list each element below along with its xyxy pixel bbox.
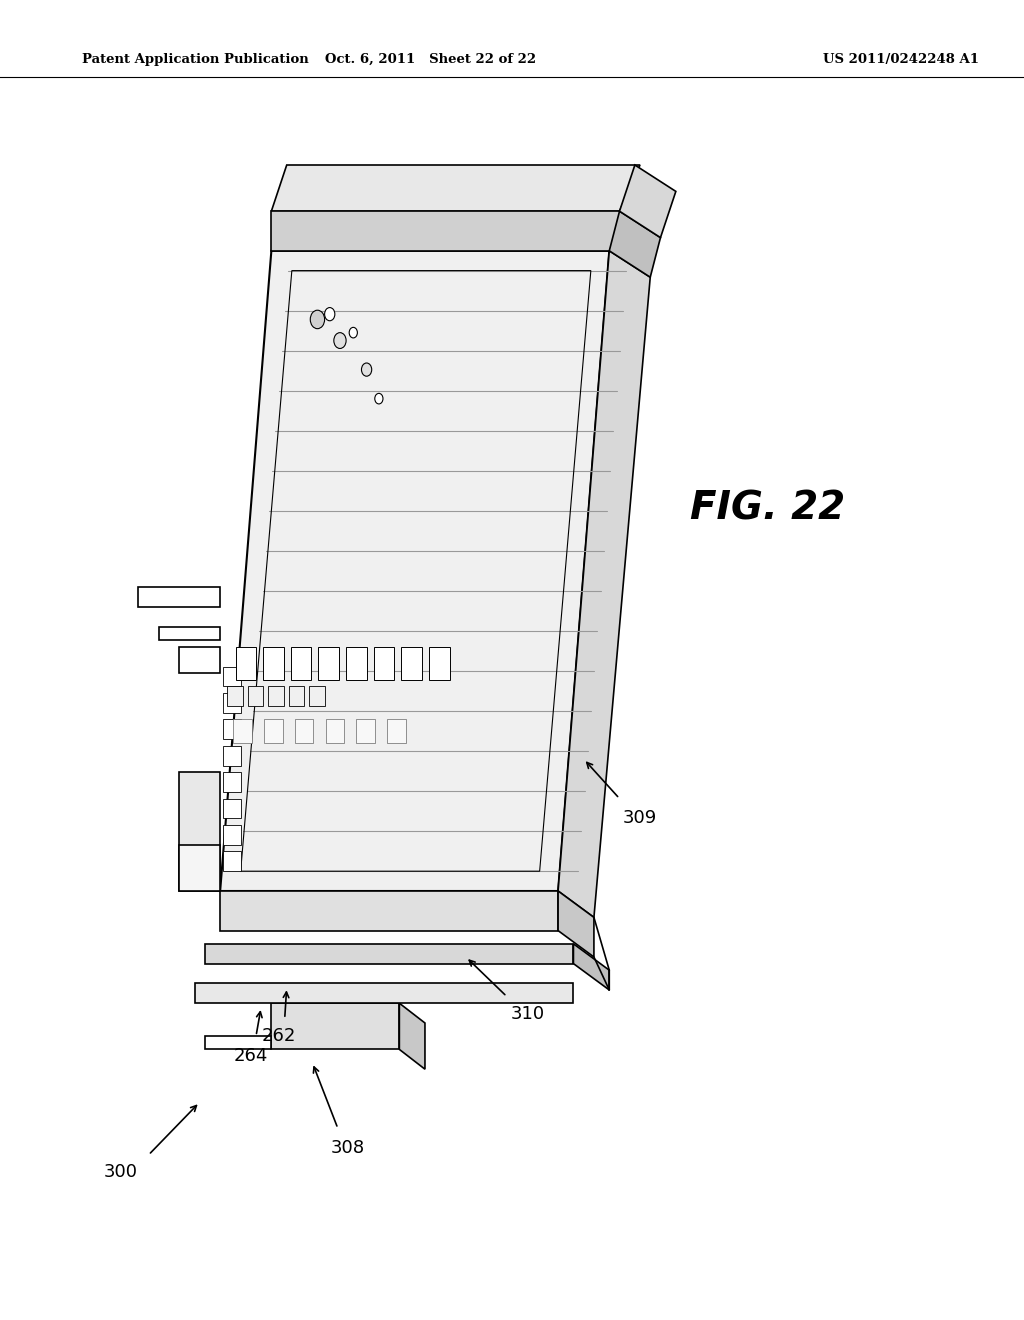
Polygon shape: [223, 746, 241, 766]
Polygon shape: [223, 772, 241, 792]
Text: 310: 310: [510, 1005, 545, 1023]
Polygon shape: [291, 647, 311, 680]
Polygon shape: [387, 719, 406, 743]
Text: 309: 309: [623, 809, 657, 828]
Polygon shape: [429, 647, 450, 680]
Polygon shape: [609, 211, 660, 277]
Polygon shape: [223, 825, 241, 845]
Polygon shape: [326, 719, 344, 743]
Text: Patent Application Publication: Patent Application Publication: [82, 53, 308, 66]
Text: 300: 300: [103, 1163, 138, 1181]
Polygon shape: [289, 686, 304, 706]
Polygon shape: [179, 772, 220, 891]
Polygon shape: [223, 719, 241, 739]
Polygon shape: [271, 1003, 399, 1049]
Polygon shape: [268, 686, 284, 706]
Polygon shape: [179, 845, 220, 891]
Text: 308: 308: [331, 1139, 366, 1158]
Polygon shape: [271, 211, 620, 251]
Polygon shape: [356, 719, 375, 743]
Polygon shape: [295, 719, 313, 743]
Polygon shape: [159, 627, 220, 640]
Polygon shape: [263, 647, 284, 680]
Polygon shape: [620, 165, 676, 238]
Polygon shape: [399, 1003, 425, 1069]
Polygon shape: [138, 587, 220, 607]
Polygon shape: [374, 647, 394, 680]
Polygon shape: [558, 891, 594, 957]
Text: FIG. 22: FIG. 22: [690, 490, 846, 527]
Polygon shape: [558, 251, 650, 917]
Polygon shape: [264, 719, 283, 743]
Circle shape: [334, 333, 346, 348]
Polygon shape: [573, 944, 609, 990]
Polygon shape: [205, 1036, 271, 1049]
Polygon shape: [236, 647, 256, 680]
Text: US 2011/0242248 A1: US 2011/0242248 A1: [823, 53, 979, 66]
Circle shape: [349, 327, 357, 338]
Polygon shape: [223, 799, 241, 818]
Polygon shape: [318, 647, 339, 680]
Polygon shape: [223, 667, 241, 686]
Circle shape: [310, 310, 325, 329]
Polygon shape: [401, 647, 422, 680]
Polygon shape: [223, 851, 241, 871]
Polygon shape: [233, 719, 252, 743]
Polygon shape: [309, 686, 325, 706]
Polygon shape: [195, 983, 573, 1003]
Polygon shape: [220, 891, 558, 931]
Text: Oct. 6, 2011   Sheet 22 of 22: Oct. 6, 2011 Sheet 22 of 22: [325, 53, 536, 66]
Polygon shape: [227, 686, 243, 706]
Text: 264: 264: [233, 1047, 268, 1065]
Polygon shape: [248, 686, 263, 706]
Polygon shape: [179, 647, 220, 673]
Polygon shape: [205, 944, 573, 964]
Polygon shape: [346, 647, 367, 680]
Circle shape: [375, 393, 383, 404]
Text: 262: 262: [261, 1027, 296, 1045]
Circle shape: [361, 363, 372, 376]
Polygon shape: [220, 251, 609, 891]
Polygon shape: [223, 693, 241, 713]
Circle shape: [325, 308, 335, 321]
Polygon shape: [271, 165, 640, 211]
